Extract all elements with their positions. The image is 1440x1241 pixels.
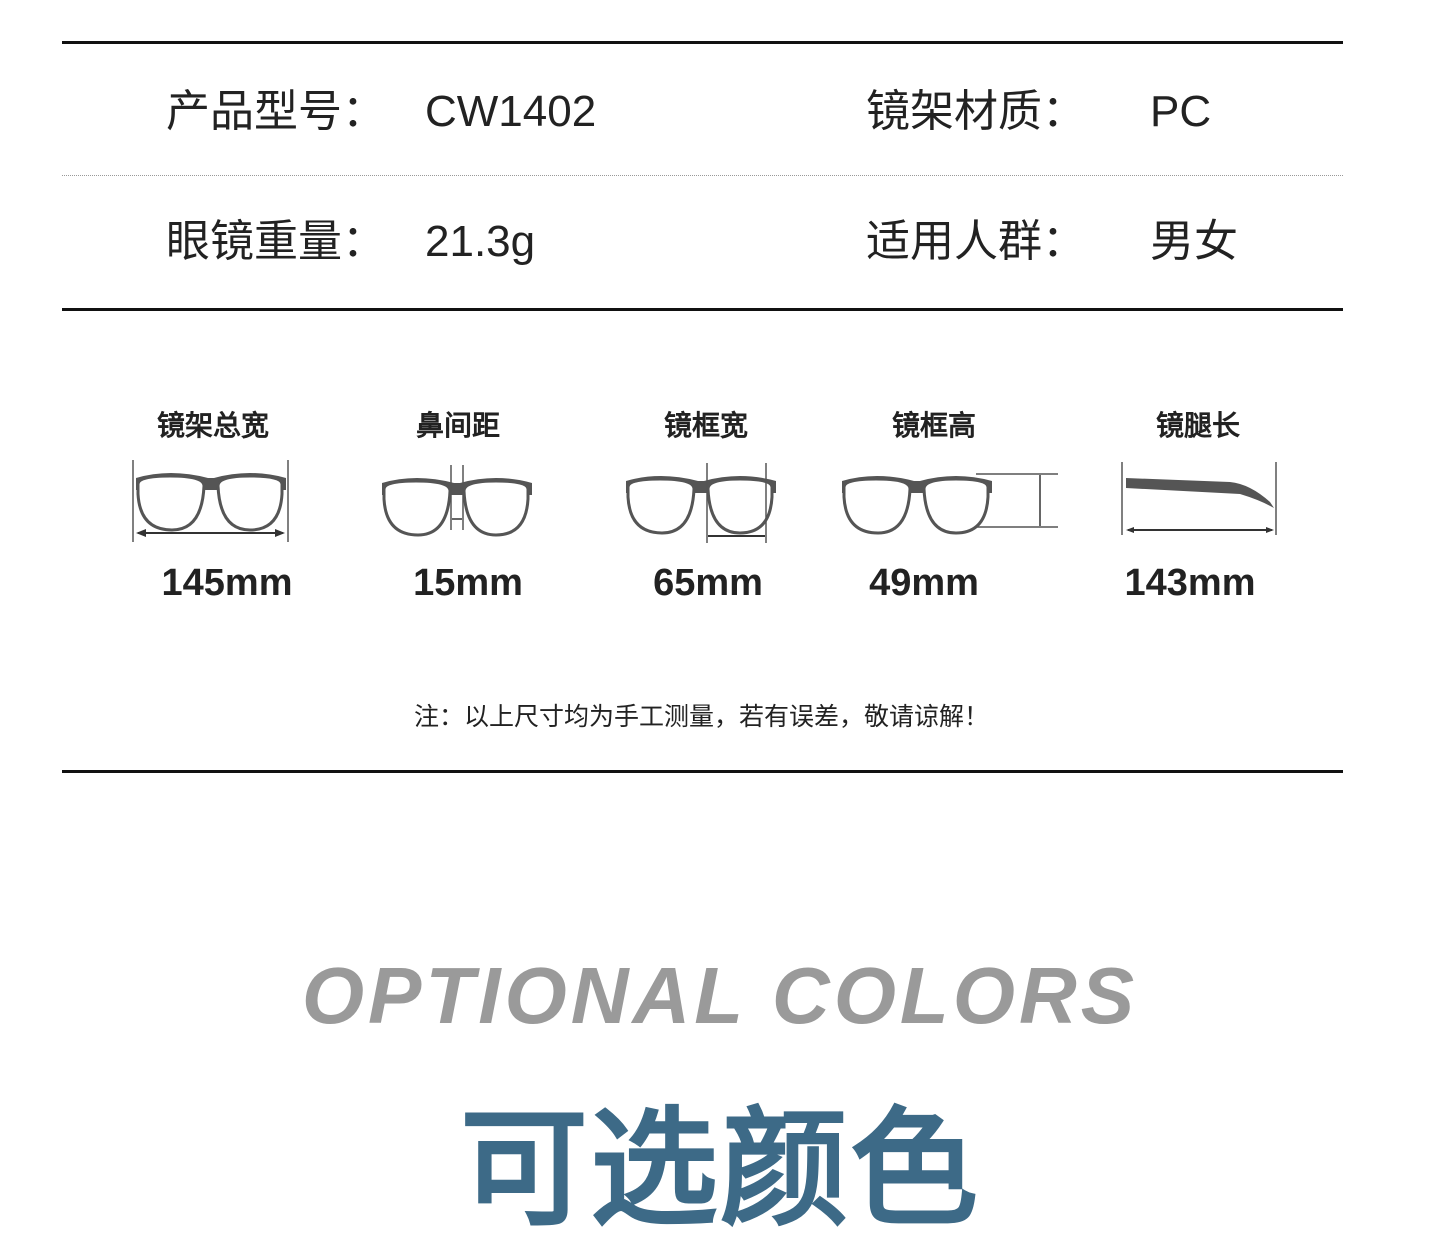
glasses-bridge-width-icon — [376, 465, 536, 537]
dim-total-width-value: 145mm — [161, 562, 293, 604]
dim-lens-height-value: 49mm — [869, 562, 979, 604]
dim-lens-height-label: 镜框高 — [891, 409, 977, 442]
dim-bridge-label: 鼻间距 — [415, 409, 501, 442]
dim-bridge-value: 15mm — [413, 562, 523, 604]
glasses-lens-width-icon — [620, 463, 780, 543]
spec-audience-value: 男女 — [1150, 216, 1238, 267]
spec-audience-label: 适用人群： — [866, 216, 1086, 267]
dim-temple-value: 143mm — [1124, 562, 1256, 604]
measurement-note: 注：以上尺寸均为手工测量，若有误差，敬请谅解！ — [413, 702, 989, 731]
dim-temple-label: 镜腿长 — [1155, 409, 1241, 442]
section-bottom-divider — [62, 770, 1343, 773]
dim-lens-width-value: 65mm — [653, 562, 763, 604]
spec-material-value: PC — [1150, 87, 1212, 136]
glasses-diagrams — [130, 460, 1277, 543]
spec-bottom-divider — [62, 308, 1343, 311]
top-divider — [62, 41, 1343, 44]
spec-material-label: 镜架材质： — [866, 86, 1086, 137]
optional-colors-title-cn: 可选颜色 — [459, 1095, 980, 1241]
optional-colors-title-en: OPTIONAL COLORS — [301, 951, 1139, 1040]
dim-total-width-label: 镜架总宽 — [156, 409, 270, 442]
glasses-lens-height-icon — [836, 473, 1058, 535]
glasses-total-width-icon — [130, 460, 290, 542]
glasses-temple-length-icon — [1121, 462, 1277, 535]
dim-lens-width-label: 镜框宽 — [663, 409, 749, 442]
spec-weight-label: 眼镜重量： — [166, 216, 386, 267]
row-divider — [62, 175, 1343, 176]
spec-model-label: 产品型号： — [166, 86, 386, 137]
spec-model-value: CW1402 — [425, 87, 597, 136]
spec-weight-value: 21.3g — [425, 217, 536, 266]
